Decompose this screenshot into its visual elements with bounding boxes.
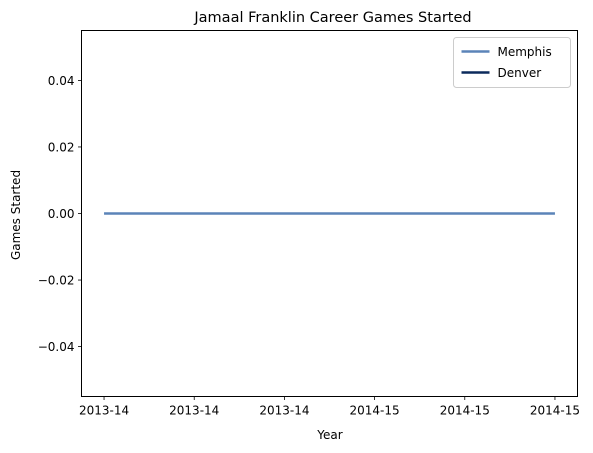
y-tick-label: 0.02 (48, 140, 75, 154)
x-tick-label: 2014-15 (440, 404, 490, 418)
y-tick-label: −0.04 (38, 340, 75, 354)
x-axis-label: Year (316, 428, 342, 442)
x-tick-label: 2014-15 (350, 404, 400, 418)
y-tick-label: 0.00 (48, 207, 75, 221)
legend-label-memphis: Memphis (498, 45, 552, 59)
legend-label-denver: Denver (498, 66, 542, 80)
y-axis-label: Games Started (9, 170, 23, 260)
x-tick-label: 2013-14 (259, 404, 309, 418)
x-tick-label: 2013-14 (169, 404, 219, 418)
chart-title: Jamaal Franklin Career Games Started (193, 10, 471, 26)
x-tick-label: 2014-15 (530, 404, 580, 418)
y-tick-label: 0.04 (48, 74, 75, 88)
x-tick-label: 2013-14 (79, 404, 129, 418)
y-tick-label: −0.02 (38, 274, 75, 288)
